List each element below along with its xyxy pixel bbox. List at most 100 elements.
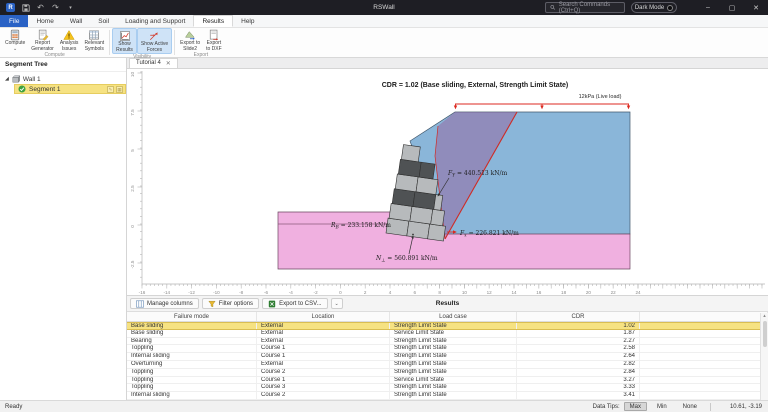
- table-row[interactable]: Toppling Course 1 Strength Limit State 2.58: [127, 345, 768, 354]
- live-load-arrows: [453, 103, 631, 110]
- close-tab-icon[interactable]: ✕: [165, 60, 171, 67]
- svg-text:4: 4: [389, 290, 392, 295]
- manage-columns-icon: [136, 300, 144, 308]
- svg-text:2.5: 2.5: [130, 185, 135, 192]
- column-header-failure-mode[interactable]: Failure mode: [127, 312, 257, 322]
- app-icon[interactable]: R: [6, 3, 15, 12]
- table-row[interactable]: Internal sliding Course 1 Strength Limit S…: [127, 353, 768, 362]
- table-cell-filler: [640, 337, 768, 345]
- minimize-button[interactable]: –: [706, 4, 710, 11]
- data-tips-min-button[interactable]: Min: [656, 403, 667, 410]
- data-tips-none-button[interactable]: None: [682, 403, 697, 410]
- table-cell: Course 2: [257, 368, 390, 376]
- export-to-slide2-button[interactable]: Export to Slide2: [177, 28, 203, 52]
- filter-options-button[interactable]: Filter options: [201, 298, 260, 310]
- svg-text:2: 2: [364, 290, 367, 295]
- svg-text:-12: -12: [188, 290, 195, 295]
- status-message: Ready: [5, 403, 23, 410]
- window-controls: – ▢ ✕: [696, 0, 768, 15]
- force-label-fx: Fx = 226.821 kN/m: [459, 230, 519, 238]
- show-active-forces-button[interactable]: Show Active Forces: [136, 28, 173, 54]
- svg-text:10: 10: [130, 71, 135, 77]
- table-row[interactable]: Toppling Course 3 Strength Limit State 3.33: [127, 384, 768, 393]
- scrollbar-thumb[interactable]: [762, 321, 767, 348]
- save-icon[interactable]: [21, 3, 30, 12]
- table-cell-filler: [640, 345, 768, 353]
- export-to-dxf-button[interactable]: Export to DXF: [203, 28, 225, 52]
- ribbon-group-visibility: Show Results Show Active Forces Visibili…: [112, 28, 173, 60]
- tab-loading-and-support[interactable]: Loading and Support: [125, 17, 186, 25]
- chevron-down-icon: ⌄: [334, 300, 339, 307]
- cursor-coordinates: 10.61, -3.19: [729, 403, 762, 410]
- analysis-issues-icon: [63, 30, 75, 40]
- export-to-csv-button[interactable]: Export to CSV...: [262, 298, 328, 310]
- table-cell: 2.64: [517, 353, 640, 361]
- svg-text:-14: -14: [163, 290, 170, 295]
- tab-help[interactable]: Help: [241, 17, 255, 25]
- tab-results[interactable]: Results: [193, 15, 234, 27]
- svg-text:-2: -2: [314, 290, 319, 295]
- table-cell: External: [257, 323, 390, 329]
- data-tips-max-button[interactable]: Max: [623, 402, 647, 411]
- table-row[interactable]: Toppling Course 2 Strength Limit State 2.84: [127, 368, 768, 377]
- svg-text:14: 14: [511, 290, 517, 295]
- svg-text:5: 5: [130, 149, 135, 152]
- tab-wall[interactable]: Wall: [69, 17, 83, 25]
- tab-file[interactable]: File: [0, 15, 29, 27]
- ribbon-group-compute: Compute ⌄ Report Generator Analysis Issu…: [2, 28, 107, 58]
- table-cell-filler: [640, 368, 768, 376]
- tree-item-wall-1[interactable]: ◢ Wall 1: [0, 74, 126, 84]
- table-row[interactable]: Base sliding External Strength Limit State…: [127, 322, 768, 330]
- table-cell: 3.27: [517, 376, 640, 384]
- svg-text:-6: -6: [264, 290, 269, 295]
- table-cell: Strength Limit State: [390, 345, 517, 353]
- table-cell: 2.27: [517, 337, 640, 345]
- manage-columns-button[interactable]: Manage columns: [130, 298, 199, 310]
- document-tab-tutorial-4[interactable]: Tutorial 4 ✕: [129, 58, 178, 68]
- table-row[interactable]: Bearing External Strength Limit State 2.27: [127, 337, 768, 346]
- compute-button[interactable]: Compute ⌄: [2, 28, 28, 52]
- edit-icon[interactable]: ✎: [107, 86, 114, 93]
- main-area: Tutorial 4 ✕ CDR = 1.02 (Base sliding, E…: [127, 58, 768, 400]
- table-row[interactable]: Overturning External Strength Limit State 2…: [127, 361, 768, 369]
- export-csv-dropdown-button[interactable]: ⌄: [330, 298, 343, 310]
- drawing-canvas[interactable]: CDR = 1.02 (Base sliding, External, Stre…: [127, 68, 768, 296]
- undo-icon[interactable]: ↶: [37, 3, 44, 12]
- ribbon-group-label: Visibility: [133, 54, 152, 60]
- force-label-fy: FY = 440.513 kN/m: [447, 170, 508, 178]
- show-results-button[interactable]: Show Results: [112, 28, 137, 54]
- results-scrollbar[interactable]: ▴: [760, 313, 768, 400]
- column-header-load-case[interactable]: Load case: [390, 312, 517, 322]
- table-cell: Base sliding: [127, 329, 257, 337]
- qat-customize-caret-icon[interactable]: ▾: [69, 4, 72, 11]
- tree-item-segment-1[interactable]: Segment 1 ✎ ▦: [14, 84, 126, 94]
- table-row[interactable]: Toppling Course 1 Service Limit State 3.27: [127, 376, 768, 385]
- wall-icon: [12, 75, 20, 83]
- table-row[interactable]: Base sliding External Service Limit State 1…: [127, 329, 768, 338]
- column-header-location[interactable]: Location: [257, 312, 390, 322]
- tab-home[interactable]: Home: [36, 17, 54, 25]
- table-cell: External: [257, 329, 390, 337]
- column-header-cdr[interactable]: CDR: [517, 312, 640, 322]
- results-toolbar: Results Manage columns Filter options Ex…: [127, 296, 768, 313]
- tree-expander-icon[interactable]: ◢: [5, 76, 9, 82]
- relevant-symbols-button[interactable]: Relevant Symbols: [81, 28, 107, 52]
- force-label-nl: N⊥ = 560.891 kN/m: [375, 255, 438, 263]
- app-title: RSWall: [373, 4, 395, 11]
- table-cell: Course 1: [257, 345, 390, 353]
- analysis-issues-button[interactable]: Analysis Issues: [57, 28, 82, 52]
- redo-icon[interactable]: ↷: [52, 3, 59, 12]
- search-input[interactable]: Search Commands (Ctrl+Q): [545, 2, 625, 14]
- table-row[interactable]: Internal sliding Course 2 Strength Limit S…: [127, 392, 768, 400]
- grid-icon[interactable]: ▦: [116, 86, 123, 93]
- scroll-up-icon[interactable]: ▴: [763, 313, 766, 320]
- export-to-dxf-icon: [209, 29, 219, 41]
- close-button[interactable]: ✕: [753, 4, 759, 12]
- tab-soil[interactable]: Soil: [98, 17, 110, 25]
- report-generator-button[interactable]: Report Generator: [28, 28, 57, 52]
- maximize-button[interactable]: ▢: [728, 4, 736, 12]
- svg-text:12: 12: [487, 290, 493, 295]
- dark-mode-toggle[interactable]: Dark Mode: [631, 2, 677, 13]
- table-cell: Strength Limit State: [390, 361, 517, 368]
